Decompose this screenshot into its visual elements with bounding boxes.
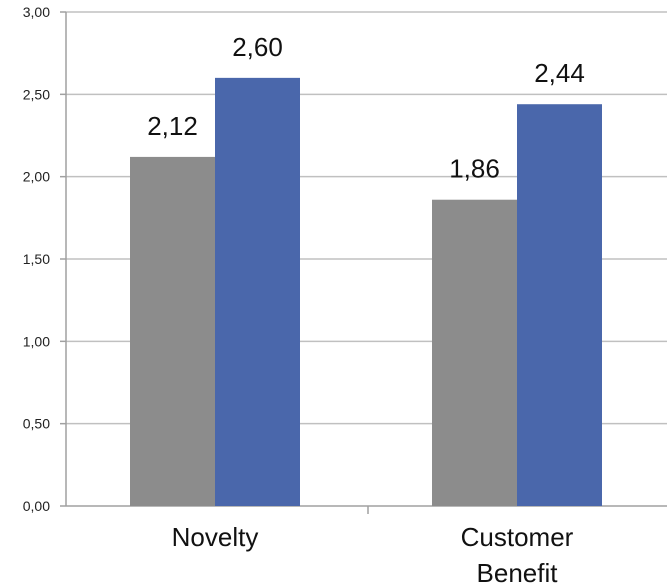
x-category-label: Benefit: [477, 558, 559, 586]
labels: 0,00 0,50 1,00 1,50 2,00 2,50 3,00 2,12 2,60 Nove…: [23, 4, 585, 586]
bar: [432, 199, 517, 506]
data-label: 2,60: [232, 32, 283, 62]
bar: [215, 77, 300, 506]
x-category-label: Novelty: [172, 522, 259, 552]
x-category-label: Customer: [461, 522, 574, 552]
bar: [130, 156, 215, 506]
data-label: 2,12: [147, 111, 198, 141]
data-label: 1,86: [449, 154, 500, 184]
y-tick-label: 2,50: [23, 86, 50, 102]
bar: [517, 104, 602, 507]
y-tick-label: 1,50: [23, 251, 50, 267]
y-tick-label: 1,00: [23, 333, 50, 349]
y-tick-label: 0,00: [23, 498, 50, 514]
bars: [130, 77, 602, 507]
data-label: 2,44: [534, 58, 585, 88]
y-tick-label: 2,00: [23, 169, 50, 185]
y-tick-label: 3,00: [23, 4, 50, 20]
y-tick-label: 0,50: [23, 416, 50, 432]
